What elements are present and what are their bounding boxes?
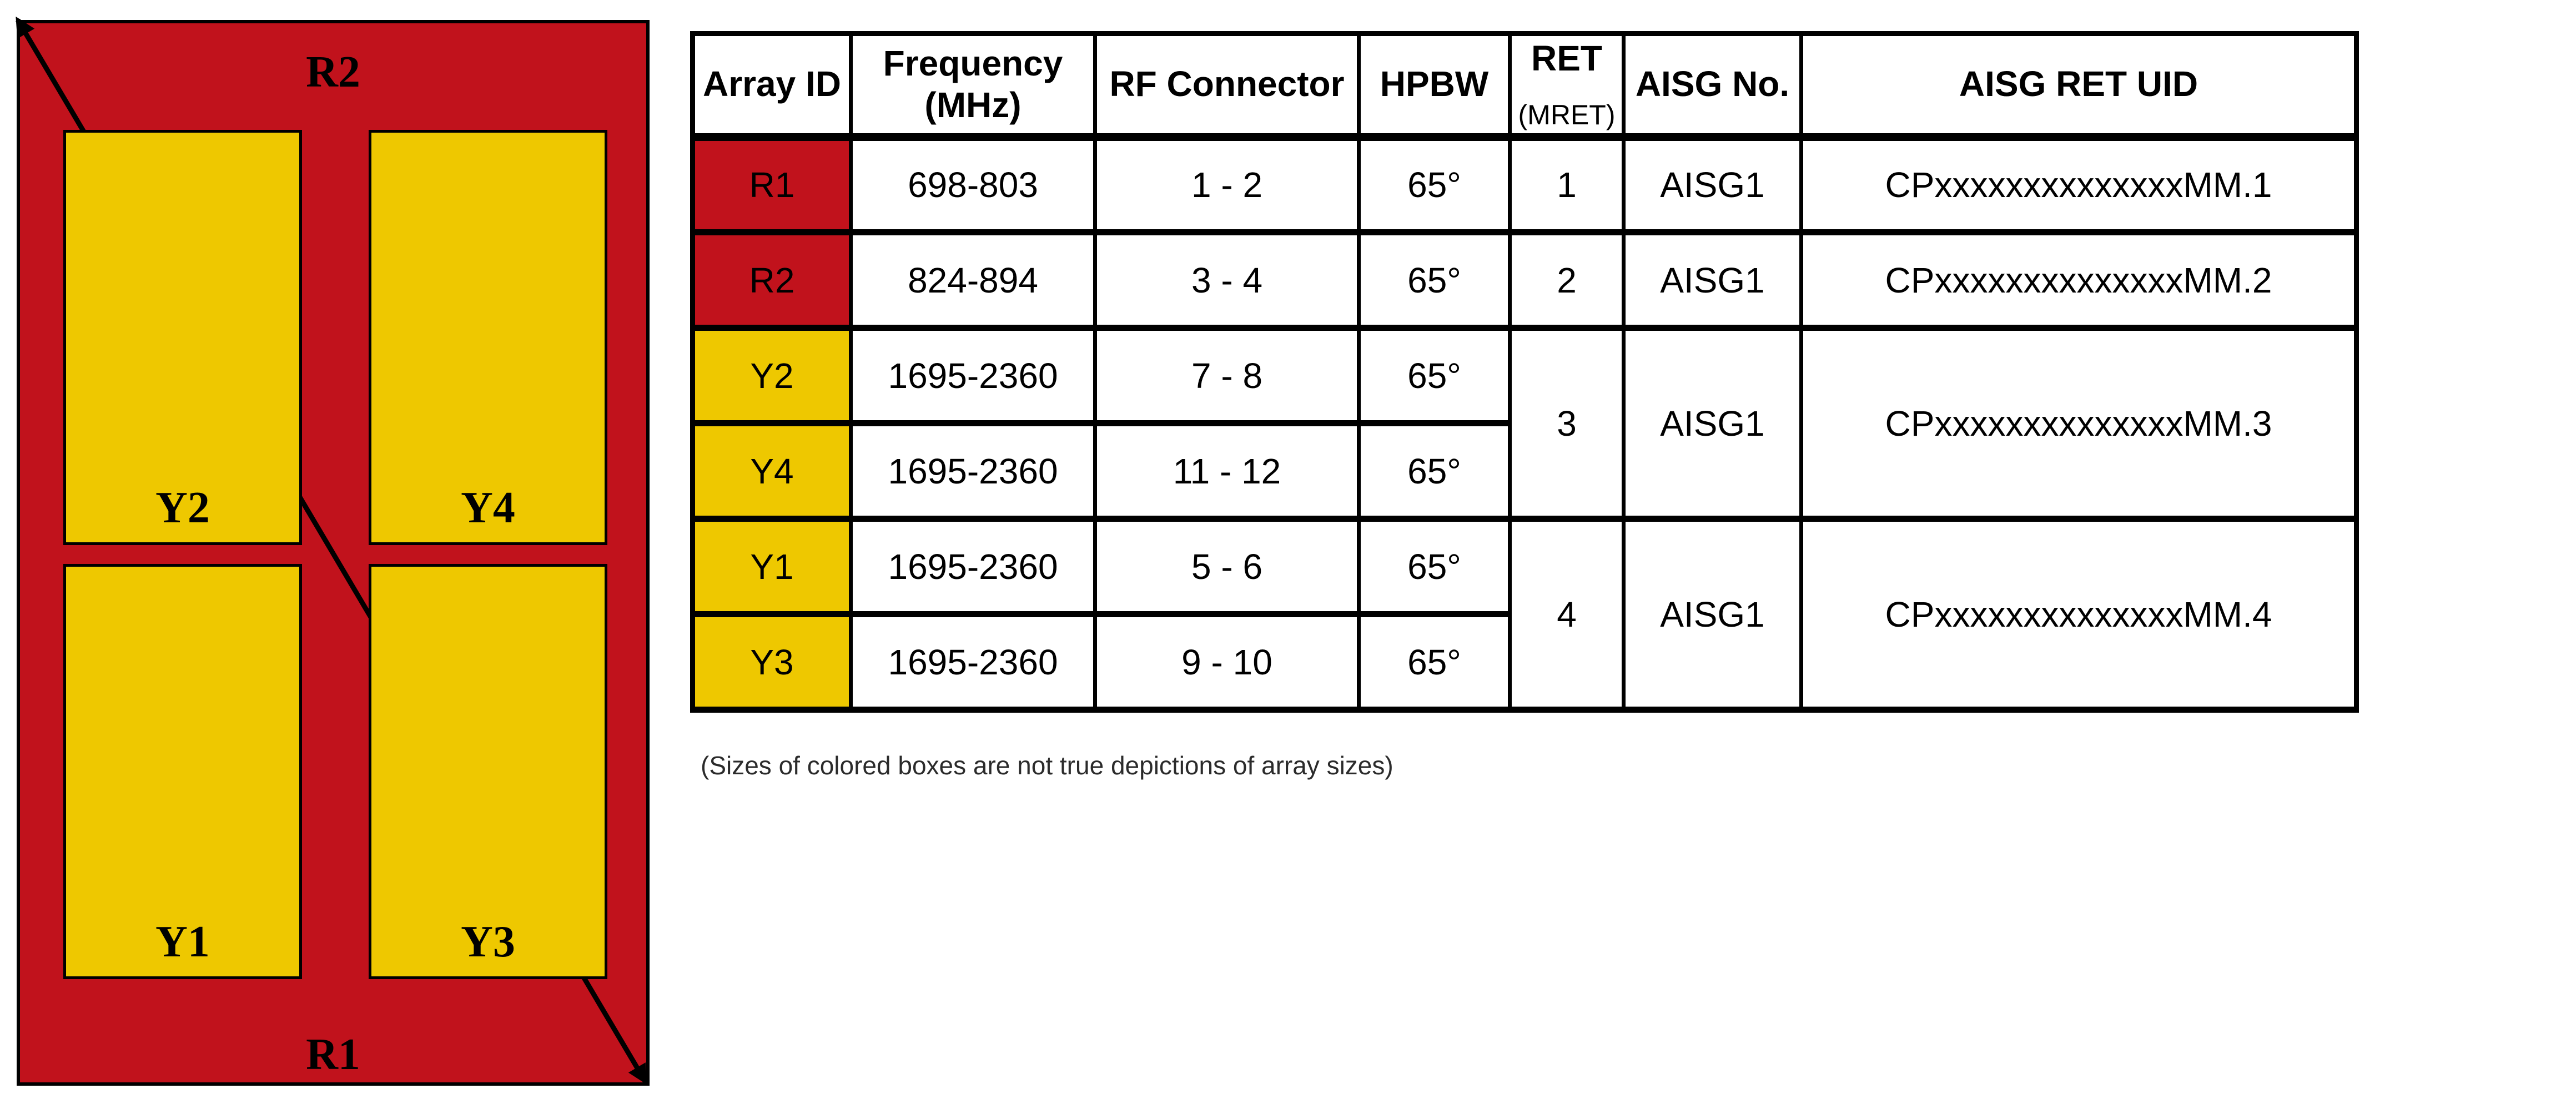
ret-cell-merged: 3 (1508, 325, 1626, 522)
header-ret-line2: (MRET) (1518, 99, 1616, 130)
ret-cell-merged: 4 (1508, 516, 1626, 713)
rf-connector-cell: 11 - 12 (1093, 420, 1361, 522)
aisg-ret-uid-cell-merged: CPxxxxxxxxxxxxxxMM.3 (1799, 325, 2358, 522)
array-id-cell: Y3 (691, 611, 853, 713)
frequency-cell: 1695-2360 (849, 516, 1097, 617)
antenna-array-diagram: R2 Y2 Y4 Y1 Y3 R1 (16, 16, 650, 1086)
array-box-y4: Y4 (369, 130, 607, 545)
hpbw-cell: 65° (1357, 611, 1512, 713)
frequency-cell: 824-894 (849, 229, 1097, 331)
hpbw-cell: 65° (1357, 516, 1512, 617)
rf-connector-cell: 1 - 2 (1093, 134, 1361, 235)
header-rf-connector: RF Connector (1093, 32, 1361, 141)
frequency-cell: 698-803 (849, 134, 1097, 235)
array-box-y2: Y2 (63, 130, 302, 545)
spec-row-y1: Y1 1695-2360 5 - 6 65° 4 AISG1 CPxxxxxxx… (691, 516, 2358, 713)
spec-row-r2: R2 824-894 3 - 4 65° 2 AISG1 CPxxxxxxxxx… (691, 229, 2358, 331)
header-ret-line1: RET (1531, 38, 1602, 78)
array-box-label: Y3 (461, 918, 515, 966)
header-ret: RET (MRET) (1508, 32, 1626, 141)
aisg-no-cell: AISG1 (1622, 134, 1803, 235)
rf-connector-cell: 5 - 6 (1093, 516, 1361, 617)
array-box-label: Y1 (155, 918, 210, 966)
array-label-r1: R1 (306, 1030, 360, 1079)
header-row: Array ID Frequency (MHz) RF Connector HP… (691, 32, 2358, 141)
ret-cell: 1 (1508, 134, 1626, 235)
header-aisg-ret-uid: AISG RET UID (1799, 32, 2358, 141)
array-id-cell: Y1 (691, 516, 853, 617)
frequency-cell: 1695-2360 (849, 420, 1097, 522)
hpbw-cell: 65° (1357, 420, 1512, 522)
spec-row-y2: Y2 1695-2360 7 - 8 65° 3 AISG1 CPxxxxxxx… (691, 325, 2358, 522)
array-box-y3: Y3 (369, 564, 607, 979)
hpbw-cell: 65° (1357, 325, 1512, 426)
rf-connector-cell: 3 - 4 (1093, 229, 1361, 331)
array-id-cell: Y2 (691, 325, 853, 426)
footnote: (Sizes of colored boxes are not true dep… (701, 751, 1393, 780)
array-box-label: Y2 (155, 483, 210, 532)
aisg-no-cell: AISG1 (1622, 229, 1803, 331)
aisg-no-cell-merged: AISG1 (1622, 325, 1803, 522)
aisg-ret-uid-cell-merged: CPxxxxxxxxxxxxxxMM.4 (1799, 516, 2358, 713)
aisg-ret-uid-cell: CPxxxxxxxxxxxxxxMM.1 (1799, 134, 2358, 235)
header-aisg-no: AISG No. (1622, 32, 1803, 141)
frequency-cell: 1695-2360 (849, 611, 1097, 713)
ret-cell: 2 (1508, 229, 1626, 331)
header-frequency-line1: Frequency (883, 43, 1063, 83)
frequency-cell: 1695-2360 (849, 325, 1097, 426)
rf-connector-cell: 7 - 8 (1093, 325, 1361, 426)
hpbw-cell: 65° (1357, 134, 1512, 235)
header-frequency-line2: (MHz) (924, 85, 1022, 125)
header-frequency: Frequency (MHz) (849, 32, 1097, 141)
hpbw-cell: 65° (1357, 229, 1512, 331)
rf-connector-cell: 9 - 10 (1093, 611, 1361, 713)
array-box-label: Y4 (461, 483, 515, 532)
header-hpbw: HPBW (1357, 32, 1512, 141)
array-id-cell: R1 (691, 134, 853, 235)
spec-row-r1: R1 698-803 1 - 2 65° 1 AISG1 CPxxxxxxxxx… (691, 134, 2358, 235)
spec-row-y3: Y3 1695-2360 9 - 10 65° (691, 611, 2357, 713)
array-id-cell: R2 (691, 229, 853, 331)
spec-row-y4: Y4 1695-2360 11 - 12 65° (691, 420, 2357, 522)
aisg-ret-uid-cell: CPxxxxxxxxxxxxxxMM.2 (1799, 229, 2358, 331)
header-array-id: Array ID (691, 32, 853, 141)
aisg-no-cell-merged: AISG1 (1622, 516, 1803, 713)
array-spec-table: Array ID Frequency (MHz) RF Connector HP… (690, 31, 2359, 713)
array-id-cell: Y4 (691, 420, 853, 522)
array-label-r2: R2 (306, 48, 360, 97)
array-box-y1: Y1 (63, 564, 302, 979)
